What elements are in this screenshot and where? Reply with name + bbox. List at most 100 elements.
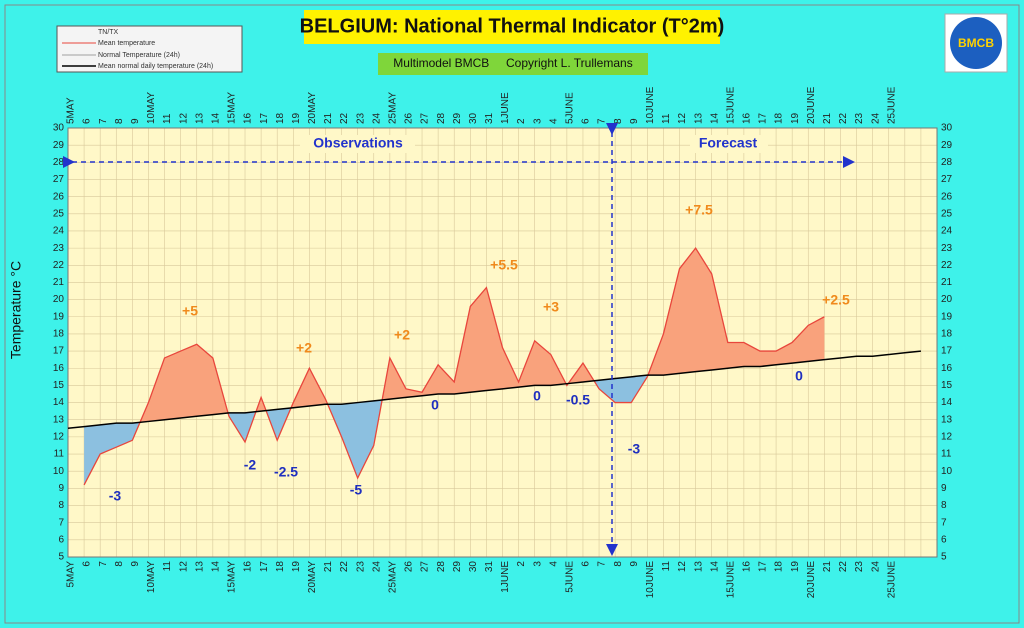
x-tick-label: 9 xyxy=(629,561,640,567)
y-tick-label: 7 xyxy=(58,517,64,528)
y-tick-label-right: 24 xyxy=(941,226,953,237)
y-tick-label-right: 17 xyxy=(941,346,953,357)
x-tick-label-top: 12 xyxy=(178,112,189,124)
x-tick-label: 1JUNE xyxy=(500,561,511,593)
y-tick-label: 20 xyxy=(53,294,65,305)
logo-circle xyxy=(950,17,1002,69)
y-tick-label: 12 xyxy=(53,432,65,443)
anomaly-annotation: -5 xyxy=(350,482,363,498)
anomaly-annotation: +7.5 xyxy=(685,202,713,218)
y-tick-label: 11 xyxy=(54,449,65,460)
y-tick-label: 10 xyxy=(53,466,65,477)
x-tick-label-top: 29 xyxy=(452,112,463,124)
x-tick-label-top: 23 xyxy=(854,112,865,124)
x-tick-label-top: 2 xyxy=(516,118,527,124)
y-tick-label-right: 18 xyxy=(941,329,953,340)
x-tick-label: 31 xyxy=(484,561,495,573)
x-tick-label: 15MAY xyxy=(227,561,238,593)
x-tick-label-top: 16 xyxy=(742,112,753,124)
x-tick-label: 9 xyxy=(130,561,141,567)
y-tick-label-right: 14 xyxy=(941,397,953,408)
x-tick-label-top: 31 xyxy=(484,112,495,124)
x-tick-label-top: 15JUNE xyxy=(725,86,736,124)
y-tick-label: 24 xyxy=(53,226,65,237)
x-tick-label: 23 xyxy=(355,561,366,573)
x-tick-label: 3 xyxy=(532,561,543,567)
x-tick-label-top: 22 xyxy=(339,112,350,124)
x-tick-label-top: 4 xyxy=(548,118,559,124)
x-tick-label: 22 xyxy=(339,561,350,573)
x-tick-label-top: 7 xyxy=(98,118,109,124)
x-tick-label-top: 7 xyxy=(597,118,608,124)
y-tick-label: 25 xyxy=(53,208,65,219)
x-tick-label: 13 xyxy=(693,561,704,573)
y-tick-label-right: 23 xyxy=(941,243,953,254)
legend-label: Mean temperature xyxy=(98,40,155,47)
x-tick-label: 23 xyxy=(854,561,865,573)
x-tick-label: 11 xyxy=(162,561,173,572)
y-tick-label: 23 xyxy=(53,243,65,254)
anomaly-annotation: -3 xyxy=(628,441,641,457)
y-tick-label-right: 27 xyxy=(941,174,953,185)
section-bg xyxy=(300,135,415,153)
x-tick-label-top: 12 xyxy=(677,112,688,124)
x-tick-label-top: 21 xyxy=(323,112,334,124)
legend-title: TN/TX xyxy=(98,29,119,36)
mean-temperature-line xyxy=(83,246,825,486)
anomaly-annotation: +3 xyxy=(543,299,559,315)
x-tick-label: 8 xyxy=(114,561,125,567)
x-tick-label-top: 11 xyxy=(162,113,173,124)
y-tick-label-right: 25 xyxy=(941,208,953,219)
x-tick-label: 21 xyxy=(323,561,334,573)
x-tick-label: 6 xyxy=(82,561,93,567)
anomaly-annotation: 0 xyxy=(533,388,541,404)
x-tick-label-top: 17 xyxy=(758,112,769,124)
y-tick-label: 21 xyxy=(53,277,65,288)
section-bg xyxy=(690,135,768,153)
y-tick-label: 6 xyxy=(58,534,64,545)
x-tick-label-top: 10MAY xyxy=(146,92,157,124)
y-tick-label-right: 12 xyxy=(941,432,953,443)
y-tick-label: 14 xyxy=(53,397,65,408)
x-tick-label-top: 19 xyxy=(291,112,302,124)
y-tick-label-right: 20 xyxy=(941,294,953,305)
x-tick-label-top: 9 xyxy=(629,118,640,124)
y-tick-label-right: 6 xyxy=(941,534,947,545)
x-tick-label-top: 8 xyxy=(114,118,125,124)
x-tick-label-top: 19 xyxy=(790,112,801,124)
plot-border xyxy=(67,127,938,558)
anomaly-above xyxy=(84,248,825,429)
x-tick-label-top: 25JUNE xyxy=(886,86,897,124)
x-tick-label: 16 xyxy=(742,561,753,573)
x-tick-label: 18 xyxy=(774,561,785,573)
x-tick-label: 25JUNE xyxy=(886,561,897,599)
y-tick-label-right: 15 xyxy=(941,380,953,391)
x-tick-label-top: 17 xyxy=(259,112,270,124)
x-tick-label-top: 13 xyxy=(693,112,704,124)
x-tick-label: 24 xyxy=(371,561,382,573)
section-label: Observations xyxy=(313,135,403,151)
x-tick-label: 18 xyxy=(275,561,286,573)
anomaly-annotation: 0 xyxy=(431,397,439,413)
y-tick-label-right: 11 xyxy=(941,449,952,460)
x-tick-label-top: 9 xyxy=(130,118,141,124)
y-tick-label: 16 xyxy=(53,363,65,374)
y-tick-label-right: 16 xyxy=(941,363,953,374)
x-tick-label: 7 xyxy=(597,561,608,567)
x-tick-label: 8 xyxy=(613,561,624,567)
x-tick-label-top: 20JUNE xyxy=(806,86,817,124)
x-tick-label: 19 xyxy=(291,561,302,573)
x-tick-label-top: 21 xyxy=(822,112,833,124)
x-tick-label: 17 xyxy=(758,561,769,573)
y-tick-label-right: 19 xyxy=(941,311,953,322)
y-tick-label: 5 xyxy=(58,552,64,563)
x-tick-label-top: 18 xyxy=(774,112,785,124)
x-tick-label-top: 14 xyxy=(709,112,720,124)
x-tick-label: 28 xyxy=(436,561,447,573)
x-tick-label-top: 20MAY xyxy=(307,92,318,124)
x-tick-label-top: 6 xyxy=(82,118,93,124)
anomaly-annotation: +5.5 xyxy=(490,257,518,273)
x-tick-label: 20JUNE xyxy=(806,561,817,599)
x-tick-label: 27 xyxy=(420,561,431,573)
anomaly-annotation: -0.5 xyxy=(566,392,590,408)
